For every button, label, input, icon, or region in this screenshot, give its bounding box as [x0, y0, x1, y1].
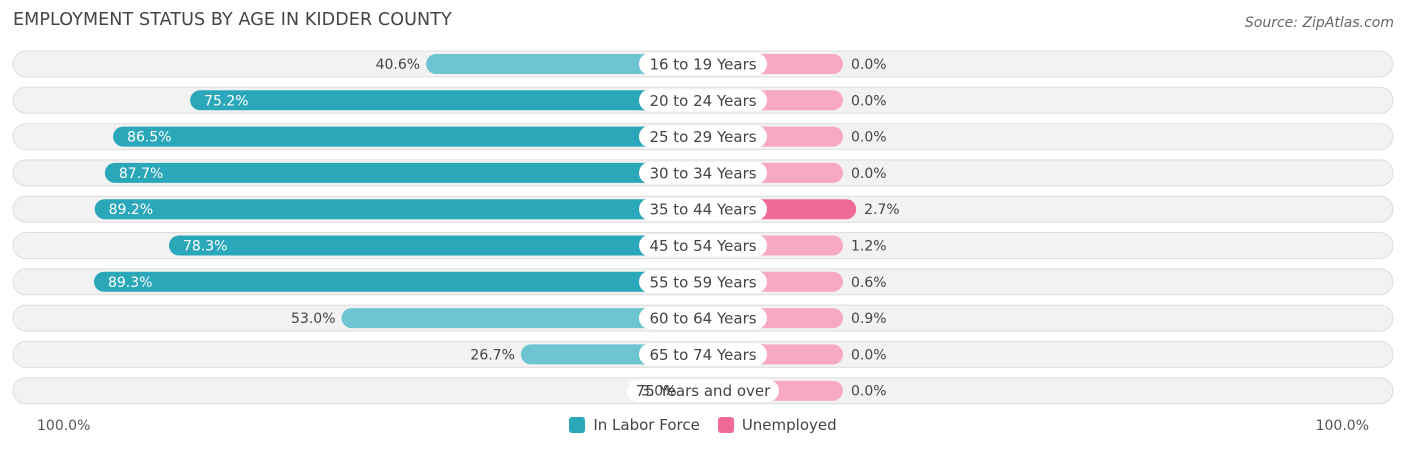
- category-label: 75 Years and over: [636, 382, 771, 400]
- value-label-labor: 89.2%: [109, 202, 153, 218]
- chart-canvas: 16 to 19 Years 40.6% 0.0% 20 to 24 Years 75.…: [12, 50, 1394, 405]
- category-pill: [639, 125, 767, 148]
- source-label: Source: ZipAtlas.com: [1244, 15, 1394, 31]
- value-label-labor: 3.0%: [641, 384, 677, 400]
- value-label-labor: 87.7%: [119, 166, 163, 182]
- category-label: 65 to 74 Years: [649, 346, 756, 364]
- legend-label-labor: In Labor Force: [593, 416, 700, 434]
- category-pill: [639, 307, 767, 330]
- value-label-unemployed: 0.9%: [851, 311, 887, 327]
- category-pill: [627, 379, 779, 402]
- value-label-labor: 26.7%: [470, 347, 514, 363]
- value-label-unemployed: 0.6%: [851, 275, 887, 291]
- category-pill: [639, 270, 767, 293]
- category-label: 30 to 34 Years: [649, 164, 756, 182]
- category-pill: [639, 89, 767, 112]
- value-label-labor: 86.5%: [127, 130, 171, 146]
- bar-labor: [426, 54, 703, 74]
- value-label-unemployed: 1.2%: [851, 239, 887, 255]
- legend-label-unemployed: Unemployed: [741, 416, 837, 434]
- category-pill: [639, 53, 767, 75]
- category-label: 20 to 24 Years: [649, 92, 756, 110]
- chart-title: EMPLOYMENT STATUS BY AGE IN KIDDER COUNT…: [13, 10, 452, 30]
- value-label-unemployed: 0.0%: [851, 347, 887, 363]
- category-label: 25 to 29 Years: [649, 128, 756, 146]
- value-label-labor: 53.0%: [291, 311, 335, 327]
- bar-labor: [113, 126, 703, 147]
- value-label-labor: 75.2%: [204, 93, 248, 109]
- axis-left-label: 100.0%: [37, 418, 91, 434]
- value-label-labor: 40.6%: [376, 57, 420, 73]
- value-label-unemployed: 0.0%: [851, 130, 887, 146]
- category-pill: [639, 234, 767, 257]
- bar-labor: [93, 271, 703, 292]
- value-label-unemployed: 0.0%: [851, 384, 887, 400]
- category-label: 45 to 54 Years: [649, 237, 756, 255]
- legend-swatch-labor: [569, 417, 586, 433]
- category-label: 35 to 44 Years: [649, 201, 756, 219]
- value-label-unemployed: 2.7%: [864, 202, 900, 218]
- legend-swatch-unemployed: [717, 417, 734, 433]
- bar-labor: [168, 235, 703, 256]
- value-label-labor: 89.3%: [108, 275, 152, 291]
- value-label-unemployed: 0.0%: [851, 57, 887, 73]
- category-label: 55 to 59 Years: [649, 273, 756, 291]
- bar-labor: [341, 308, 703, 329]
- legend: In Labor Force Unemployed: [0, 416, 1406, 434]
- bar-labor: [104, 162, 704, 183]
- value-label-unemployed: 0.0%: [851, 93, 887, 109]
- legend-item-labor: In Labor Force: [569, 416, 700, 434]
- category-pill: [639, 198, 767, 221]
- category-label: 60 to 64 Years: [649, 310, 756, 328]
- category-pill: [639, 161, 767, 184]
- legend-item-unemployed: Unemployed: [717, 416, 837, 434]
- bar-labor: [190, 90, 704, 111]
- value-label-labor: 78.3%: [183, 239, 227, 255]
- value-label-unemployed: 0.0%: [851, 166, 887, 182]
- bar-labor: [94, 199, 703, 220]
- category-label: 16 to 19 Years: [649, 56, 756, 74]
- axis-right-label: 100.0%: [1315, 418, 1369, 434]
- category-pill: [639, 343, 767, 366]
